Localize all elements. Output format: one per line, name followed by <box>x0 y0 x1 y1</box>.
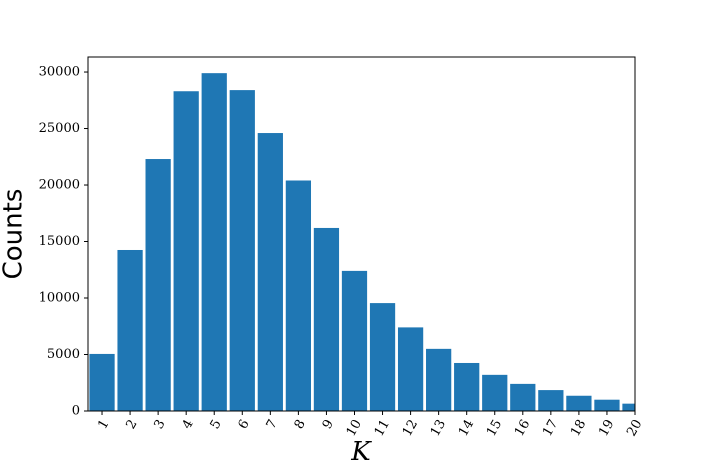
bar <box>313 227 340 411</box>
x-tick-label: 7 <box>264 417 281 432</box>
x-axis-label: K <box>350 437 372 467</box>
bar <box>257 133 283 411</box>
bar <box>622 403 635 411</box>
bar <box>89 353 115 411</box>
x-tick-label: 8 <box>292 417 309 432</box>
y-tick-label: 30000 <box>39 65 80 80</box>
bar <box>566 395 592 411</box>
bar <box>145 159 171 411</box>
y-tick-label: 25000 <box>39 121 80 136</box>
y-tick-label: 10000 <box>39 291 80 306</box>
bar <box>201 73 227 411</box>
axes-frame <box>87 56 636 412</box>
bar <box>594 399 620 411</box>
x-tick-label: 15 <box>484 417 505 439</box>
y-tick-label: 0 <box>72 404 80 419</box>
bar <box>510 383 536 411</box>
x-tick-label: 20 <box>624 417 645 439</box>
x-tick-label: 19 <box>596 417 617 439</box>
bar <box>397 327 424 411</box>
bar <box>538 390 564 411</box>
x-tick-label: 18 <box>568 417 589 439</box>
bar <box>229 90 255 411</box>
x-tick-label: 4 <box>180 417 197 432</box>
x-tick-label: 6 <box>236 417 253 432</box>
bar <box>173 91 199 411</box>
bar <box>341 270 368 411</box>
x-tick-label: 5 <box>208 417 225 432</box>
bar <box>482 374 508 411</box>
x-tick-label: 9 <box>320 417 337 432</box>
x-tick-label: 13 <box>428 417 449 439</box>
y-tick-label: 5000 <box>47 347 80 362</box>
y-tick-label: 15000 <box>39 234 80 249</box>
x-tick-label: 2 <box>123 417 140 432</box>
x-tick-label: 16 <box>512 417 533 439</box>
bar <box>117 249 143 411</box>
bar <box>454 362 480 411</box>
x-tick-label: 12 <box>400 417 421 439</box>
bar <box>285 180 312 411</box>
x-tick-label: 10 <box>344 417 365 439</box>
x-tick-label: 1 <box>95 417 112 432</box>
x-tick-label: 14 <box>456 417 477 439</box>
x-tick-label: 11 <box>372 417 393 439</box>
plot-area <box>89 73 635 411</box>
x-tick-label: 17 <box>540 417 561 439</box>
bar <box>369 303 396 411</box>
y-tick-label: 20000 <box>39 178 80 193</box>
bar <box>426 348 452 411</box>
y-axis-label: Counts <box>0 189 29 280</box>
x-tick-label: 3 <box>151 417 168 432</box>
